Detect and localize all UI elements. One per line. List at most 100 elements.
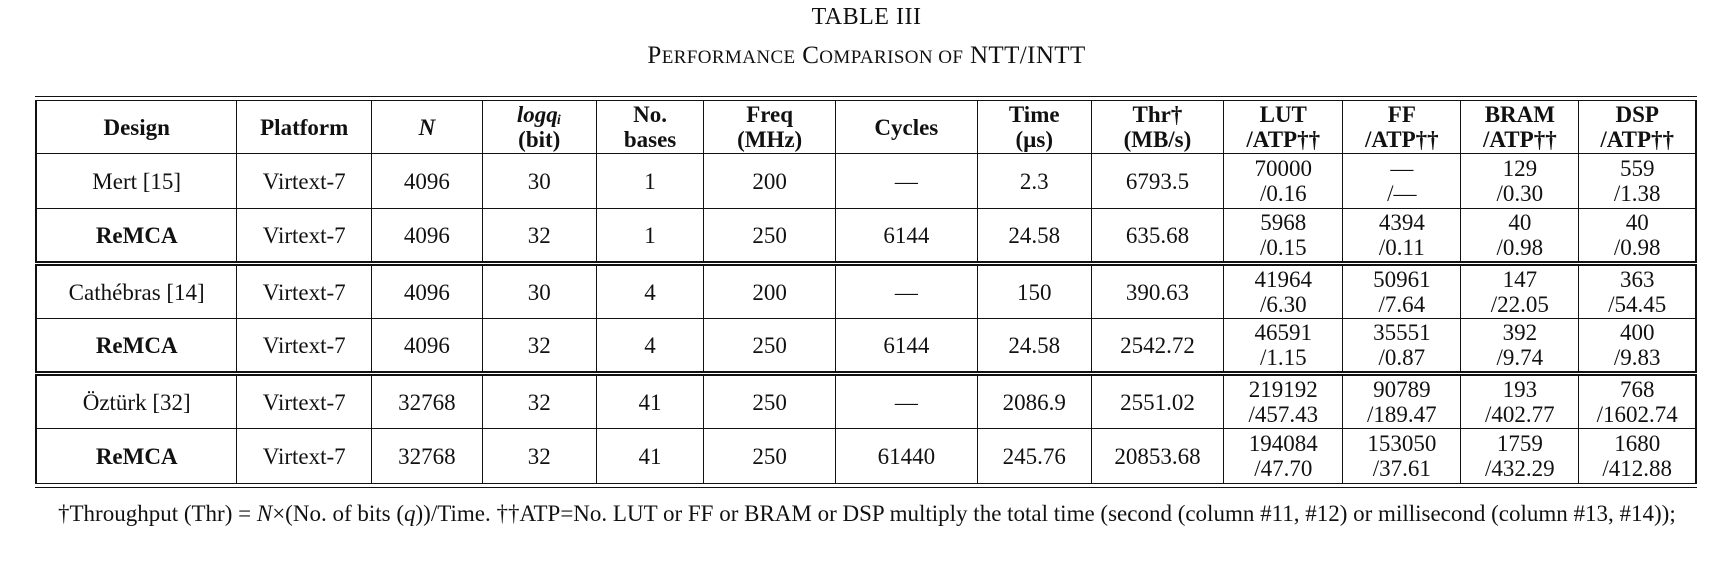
header-dsp: DSP/ATP†† (1578, 100, 1697, 154)
cell-lut: 5968/0.15 (1223, 208, 1344, 264)
cell-line: 46591 (1254, 320, 1313, 345)
header-design: Design (35, 100, 238, 154)
cell-bases: 41 (595, 371, 705, 429)
cell-dsp: 40/0.98 (1578, 208, 1697, 264)
cell-logq: 32 (481, 371, 597, 429)
header-line: Cycles (874, 114, 939, 140)
cell-freq: 250 (703, 208, 836, 264)
cell-n: 4096 (371, 208, 483, 264)
cell-logq: 32 (481, 318, 597, 374)
table-row: Mert [15] Virtext-7 4096 30 1 200—2.3 6793.5 70… (35, 153, 1697, 209)
cell-ff: 90789/189.47 (1342, 371, 1462, 429)
header-logq: logqᵢ (bit) (481, 100, 597, 154)
header-freq: Freq (MHz) (703, 100, 836, 154)
cell-lut: 194084/47.70 (1223, 428, 1344, 484)
header-line: Time (1008, 102, 1060, 127)
cell-line: /9.83 (1613, 345, 1661, 370)
cell-ff: —/— (1342, 153, 1462, 209)
cell-line: /0.30 (1496, 181, 1544, 206)
cell-ff: 50961/7.64 (1342, 261, 1462, 319)
cell-line: /0.16 (1259, 181, 1307, 206)
header-n: N (371, 100, 483, 154)
header-line: (MHz) (737, 127, 803, 152)
cell-n: 4096 (371, 318, 483, 374)
cell-line: /457.43 (1248, 402, 1319, 427)
cell-design: ReMCA (35, 208, 238, 264)
table-row: Öztürk [32] Virtext-7 32768 32 41 250—2086.9 2… (35, 371, 1697, 429)
cell-bram: 147/22.05 (1460, 261, 1580, 319)
header-line: logqᵢ (516, 102, 562, 127)
header-line: Platform (260, 114, 349, 140)
cell-line: 70000 (1254, 156, 1313, 181)
cell-bases: 41 (595, 428, 705, 484)
cell-lut: 70000/0.16 (1223, 153, 1344, 209)
cell-logq: 30 (481, 261, 597, 319)
cell-ff: 4394/0.11 (1342, 208, 1462, 264)
cell-cycles: — (834, 371, 978, 429)
cell-line: 1759 (1496, 431, 1543, 456)
cell-n: 4096 (371, 153, 483, 209)
cell-line: /— (1387, 181, 1417, 206)
cell-thr: 2542.72 (1090, 318, 1225, 374)
header-bram: BRAM/ATP†† (1460, 100, 1580, 154)
header-bases: No. bases (595, 100, 705, 154)
cell-platform: Virtext-7 (236, 428, 372, 484)
cell-line: /22.05 (1490, 292, 1549, 317)
cell-cycles: 6144 (834, 208, 978, 264)
header-line: Freq (746, 102, 794, 127)
table-title: PERFORMANCE COMPARISON OF NTT/INTT (0, 42, 1733, 70)
cell-platform: Virtext-7 (236, 371, 372, 429)
title-part: NTT/INTT (969, 42, 1086, 69)
cell-bases: 4 (595, 318, 705, 374)
footnote-part: q (404, 501, 416, 526)
cell-thr: 2551.02 (1090, 371, 1225, 429)
title-part: P (647, 42, 662, 69)
cell-design: Mert [15] (35, 153, 238, 209)
cell-line: /47.70 (1254, 456, 1313, 481)
cell-logq: 30 (481, 153, 597, 209)
header-line: LUT (1259, 102, 1307, 127)
cell-line: 50961 (1373, 267, 1431, 292)
table-row: Cathébras [14] Virtext-7 4096 30 4 200—150 390… (35, 261, 1697, 319)
footnote: †Throughput (Thr) = N×(No. of bits (q))/… (30, 498, 1702, 529)
cell-time: 2086.9 (976, 371, 1092, 429)
cell-line: 35551 (1373, 320, 1431, 345)
title-part: ERFORMANCE (661, 47, 796, 68)
cell-line: /7.64 (1378, 292, 1426, 317)
cell-bram: 1759/432.29 (1460, 428, 1580, 484)
cell-lut: 46591/1.15 (1223, 318, 1344, 374)
cell-line: 41964 (1254, 267, 1313, 292)
cell-line: /412.88 (1602, 456, 1673, 481)
header-line: DSP (1615, 102, 1659, 127)
cell-bases: 1 (595, 153, 705, 209)
table-row: ReMCA Virtext-7 4096 32 4 250 6144 24.58 2542.72… (35, 318, 1697, 374)
cell-cycles: 6144 (834, 318, 978, 374)
cell-design: ReMCA (35, 428, 238, 484)
cell-line: /432.29 (1485, 456, 1555, 481)
cell-line: 40 (1625, 210, 1649, 235)
cell-ff: 35551/0.87 (1342, 318, 1462, 374)
cell-logq: 32 (481, 208, 597, 264)
cell-freq: 250 (703, 371, 836, 429)
header-line: /ATP†† (1483, 127, 1557, 152)
cell-line: 153050 (1367, 431, 1437, 456)
cell-ff: 153050/37.61 (1342, 428, 1462, 484)
cell-dsp: 559/1.38 (1578, 153, 1697, 209)
cell-lut: 219192/457.43 (1223, 371, 1344, 429)
header-line: Design (103, 114, 170, 140)
cell-cycles: 61440 (834, 428, 978, 484)
cell-line: 40 (1508, 210, 1532, 235)
header-line: bases (623, 127, 677, 152)
cell-freq: 200 (703, 261, 836, 319)
cell-time: 245.76 (976, 428, 1092, 484)
cell-platform: Virtext-7 (236, 153, 372, 209)
cell-line: /0.98 (1496, 235, 1544, 260)
header-line: (µs) (1015, 127, 1053, 152)
cell-line: /54.45 (1608, 292, 1667, 317)
cell-line: /0.87 (1378, 345, 1426, 370)
footnote-part: †Throughput (Thr) = (58, 501, 257, 526)
cell-line: 90789 (1373, 377, 1431, 402)
header-line: BRAM (1484, 102, 1555, 127)
cell-line: /402.77 (1485, 402, 1555, 427)
